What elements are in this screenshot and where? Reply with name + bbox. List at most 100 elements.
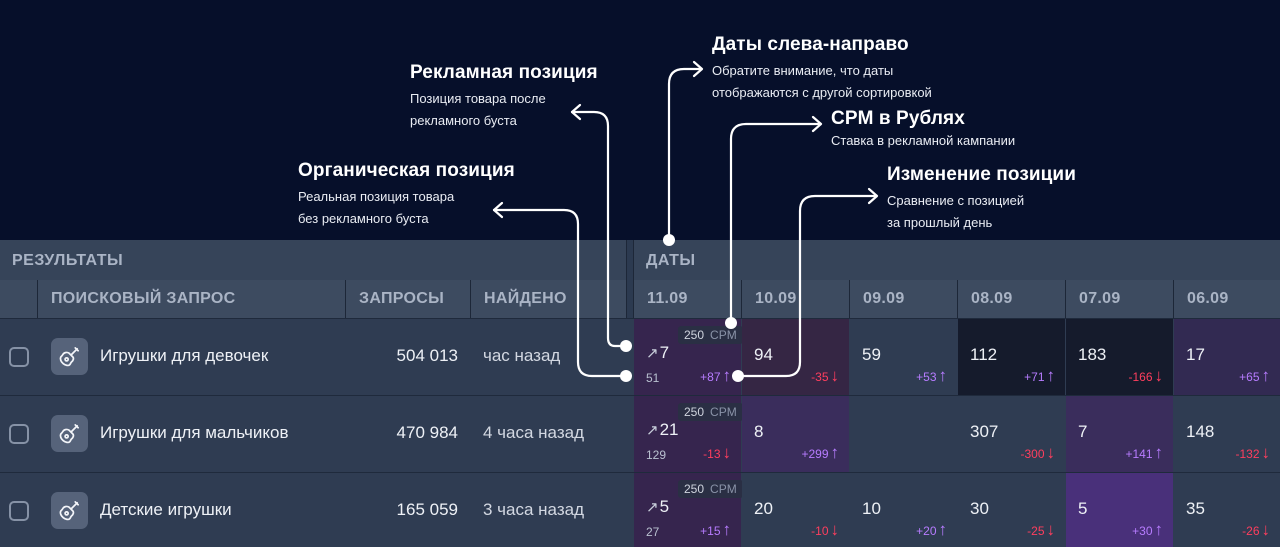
column-divider (37, 280, 38, 318)
row-checkbox[interactable] (9, 347, 29, 367)
found-time: 3 часа назад (483, 500, 584, 519)
position-cell[interactable]: 35 -26 ↓ (1174, 473, 1280, 547)
cpm-value: 250 (684, 328, 705, 342)
annotation-dates: Даты слева-направо Обратите внимание, чт… (712, 34, 932, 104)
column-header-query[interactable]: ПОИСКОВЫЙ ЗАПРОС (38, 280, 345, 318)
position-value: 35 (1186, 499, 1205, 518)
position-cell[interactable] (850, 396, 957, 472)
ad-position: ↗5 (646, 497, 669, 517)
cpm-label: CPM (710, 328, 737, 342)
organic-position: 129 (646, 448, 667, 462)
position-delta: +71 ↑ (1024, 366, 1055, 386)
position-delta: -10 ↓ (811, 520, 839, 540)
date-header-2[interactable]: 09.09 (850, 280, 957, 318)
annotation-title: Рекламная позиция (410, 62, 598, 83)
position-cell-ad[interactable]: 250 CPM ↗21 129 -13 ↓ (634, 396, 743, 472)
position-delta: +141 ↑ (1125, 443, 1163, 463)
position-cell[interactable]: 10 +20 ↑ (850, 473, 957, 547)
cpm-badge: 250 CPM (678, 480, 743, 498)
position-value: 30 (970, 499, 989, 518)
position-cell[interactable]: 7 +141 ↑ (1066, 396, 1173, 472)
arrow-up-icon: ↑ (1046, 366, 1056, 385)
column-divider (345, 280, 346, 318)
position-delta-value: +87 (700, 370, 721, 384)
annotation-line: отображаются с другой сортировкой (712, 85, 932, 100)
position-delta: -26 ↓ (1242, 520, 1270, 540)
position-delta: +15 ↑ (700, 520, 731, 540)
position-delta-value: -166 (1128, 370, 1153, 384)
position-cell[interactable]: 183 -166 ↓ (1066, 319, 1173, 395)
position-delta-value: +53 (916, 370, 937, 384)
arrow-up-icon: ↑ (722, 366, 732, 385)
annotation-line: Сравнение с позицией (887, 193, 1025, 208)
ad-boost-icon: ↗ (646, 499, 659, 516)
arrow-down-icon: ↓ (1261, 443, 1271, 462)
position-value: 183 (1078, 345, 1107, 364)
arrow-down-icon: ↓ (1154, 366, 1164, 385)
search-query[interactable]: Игрушки для девочек (100, 346, 269, 365)
position-value: 94 (754, 345, 773, 364)
position-value: 148 (1186, 422, 1215, 441)
arrow-down-icon: ↓ (1046, 520, 1056, 539)
arrow-up-icon: ↑ (938, 520, 948, 539)
arrow-up-icon: ↑ (830, 443, 840, 462)
search-query[interactable]: Игрушки для мальчиков (100, 423, 289, 442)
position-cell[interactable]: 5 +30 ↑ (1066, 473, 1173, 547)
position-cell[interactable]: 8 +299 ↑ (742, 396, 849, 472)
date-header-5[interactable]: 06.09 (1174, 280, 1280, 318)
position-cell[interactable]: 148 -132 ↓ (1174, 396, 1280, 472)
annotation-title: Даты слева-направо (712, 34, 909, 55)
column-divider (1173, 280, 1174, 318)
product-thumbnail (51, 338, 88, 375)
column-header-checkbox (0, 280, 37, 318)
position-cell[interactable]: 17 +65 ↑ (1174, 319, 1280, 395)
annotation-text: Позиция товара после рекламного буста (410, 88, 598, 132)
position-cell[interactable]: 94 -35 ↓ (742, 319, 849, 395)
arrow-down-icon: ↓ (830, 366, 840, 385)
table-row[interactable]: Игрушки для девочек 504 013 час назад 250 CP… (0, 318, 1280, 395)
product-thumbnail (51, 492, 88, 529)
column-divider (1065, 280, 1066, 318)
annotation-ad-position: Рекламная позиция Позиция товара после р… (410, 62, 598, 132)
position-cell-ad[interactable]: 250 CPM ↗5 27 +15 ↑ (634, 473, 743, 547)
position-delta: +53 ↑ (916, 366, 947, 386)
position-cell-ad[interactable]: 250 CPM ↗7 51 +87 ↑ (634, 319, 743, 395)
position-cell[interactable]: 112 +71 ↑ (958, 319, 1065, 395)
arrow-up-icon: ↑ (938, 366, 948, 385)
ad-boost-icon: ↗ (646, 422, 659, 439)
position-cell[interactable]: 307 -300 ↓ (958, 396, 1065, 472)
annotation-position-change: Изменение позиции Сравнение с позицией з… (887, 164, 1076, 234)
requests-count: 470 984 (396, 423, 458, 442)
row-checkbox[interactable] (9, 424, 29, 444)
connector-dates-arrowhead (692, 60, 704, 78)
position-value: 17 (1186, 345, 1205, 364)
position-cell[interactable]: 20 -10 ↓ (742, 473, 849, 547)
annotation-line: Ставка в рекламной кампании (831, 133, 1016, 148)
ad-position-value: 7 (659, 343, 670, 362)
date-header-3[interactable]: 08.09 (958, 280, 1065, 318)
annotation-title: Органическая позиция (298, 160, 515, 181)
cpm-value: 250 (684, 405, 705, 419)
position-delta: +299 ↑ (801, 443, 839, 463)
search-query[interactable]: Детские игрушки (100, 500, 232, 519)
table-row[interactable]: Игрушки для мальчиков 470 984 4 часа назад… (0, 395, 1280, 472)
column-header-found[interactable]: НАЙДЕНО (471, 280, 626, 318)
position-delta-value: +71 (1024, 370, 1045, 384)
arrow-up-icon: ↑ (722, 520, 732, 539)
cpm-value: 250 (684, 482, 705, 496)
position-delta-value: +30 (1132, 524, 1153, 538)
position-cell[interactable]: 30 -25 ↓ (958, 473, 1065, 547)
column-divider (957, 280, 958, 318)
date-header-4[interactable]: 07.09 (1066, 280, 1173, 318)
position-delta-value: -26 (1242, 524, 1260, 538)
position-delta: +87 ↑ (700, 366, 731, 386)
requests-count: 165 059 (396, 500, 458, 519)
position-cell[interactable]: 59 +53 ↑ (850, 319, 957, 395)
date-header-1[interactable]: 10.09 (742, 280, 849, 318)
arrow-down-icon: ↓ (722, 443, 732, 462)
table-row[interactable]: Детские игрушки 165 059 3 часа назад 250 CPM… (0, 472, 1280, 547)
row-checkbox[interactable] (9, 501, 29, 521)
date-header-0[interactable]: 11.09 (634, 280, 741, 318)
column-header-requests[interactable]: ЗАПРОСЫ (346, 280, 470, 318)
position-delta: -13 ↓ (703, 443, 731, 463)
